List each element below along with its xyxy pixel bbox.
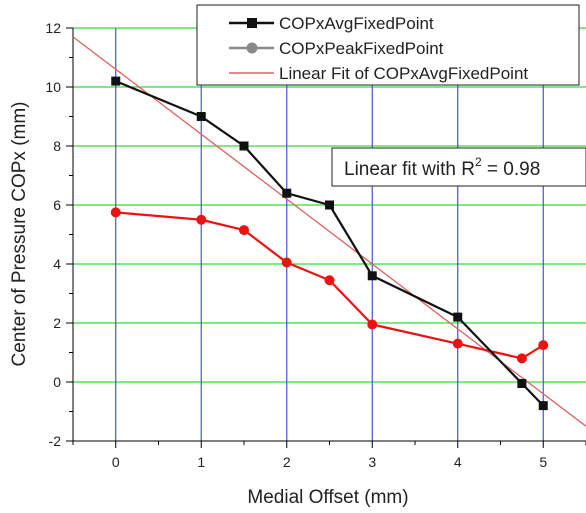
data-point-peak (538, 340, 549, 351)
legend-box (196, 4, 580, 86)
fit-annotation: Linear fit with R2 = 0.98 (331, 147, 586, 187)
data-point-avg (517, 378, 527, 388)
y-tick-label-4: 4 (53, 256, 61, 272)
plot-background (73, 28, 586, 441)
y-tick-label-6: 6 (53, 197, 61, 213)
data-point-avg (239, 141, 249, 151)
x-axis-title: Medial Offset (mm) (247, 487, 408, 508)
x-tick-label-3: 3 (368, 454, 376, 470)
legend-entry-fit: Linear Fit of COPxAvgFixedPoint (229, 64, 528, 83)
data-point-avg (196, 112, 206, 121)
y-tick-label-8: 8 (53, 138, 61, 154)
x-tick-label-1: 1 (197, 454, 205, 470)
legend-entry-peak: COPxPeakFixedPoint (229, 39, 444, 58)
legend-avg-label: COPxAvgFixedPoint (279, 14, 434, 33)
data-point-avg (453, 312, 463, 322)
data-point-peak (452, 338, 463, 349)
legend-fit-label: Linear Fit of COPxAvgFixedPoint (279, 64, 528, 83)
annotation-text: Linear fit with R2 = 0.98 (344, 155, 540, 180)
annotation-text-prefix: Linear fit with R (344, 159, 475, 180)
y-tick-label-10: 10 (45, 79, 61, 95)
legend-avg-square-marker (247, 18, 257, 28)
y-tick-label-2: 2 (53, 315, 61, 331)
grid (73, 27, 586, 441)
data-point-peak (196, 214, 207, 225)
annotation-text-suffix: = 0.98 (482, 159, 541, 180)
y-tick-label-0: 0 (53, 374, 61, 390)
x-tick-label-2: 2 (283, 454, 291, 470)
data-point-peak (281, 257, 292, 268)
data-point-avg (282, 188, 292, 198)
data-point-avg (325, 200, 334, 210)
x-tick-label-0: 0 (112, 454, 120, 470)
annotation-superscript: 2 (475, 155, 482, 169)
y-tick-label--2: -2 (49, 433, 62, 449)
series-layer (110, 76, 549, 411)
y-tick-label-12: 12 (45, 20, 61, 36)
data-point-avg (538, 401, 548, 411)
x-tick-label-4: 4 (454, 454, 462, 470)
data-point-peak (516, 353, 527, 364)
data-point-peak (324, 275, 335, 286)
data-point-peak (239, 225, 249, 236)
data-point-peak (367, 319, 378, 330)
y-axis-title: Center of Pressure COPx (mm) (9, 102, 30, 367)
legend-peak-label: COPxPeakFixedPoint (279, 39, 444, 58)
data-point-avg (367, 271, 377, 281)
legend-peak-circle-marker (246, 42, 258, 54)
legend: COPxAvgFixedPoint COPxPeakFixedPoint Lin… (196, 4, 580, 86)
x-tick-label-5: 5 (539, 454, 547, 470)
data-point-avg (111, 76, 121, 86)
annotation-box (331, 147, 586, 187)
data-point-peak (110, 207, 121, 218)
legend-entry-avg: COPxAvgFixedPoint (229, 14, 434, 33)
